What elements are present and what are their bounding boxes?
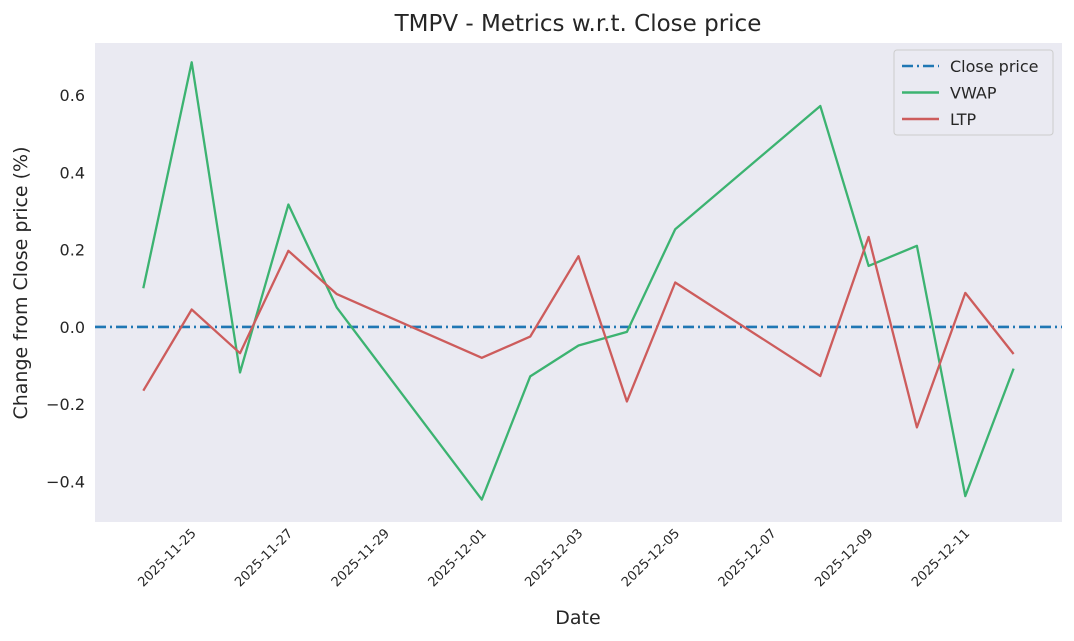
series-line-ltp bbox=[142, 235, 1015, 429]
y-tick-label: 0.4 bbox=[60, 163, 85, 182]
chart-title: TMPV - Metrics w.r.t. Close price bbox=[394, 11, 762, 37]
x-ticks: 2025-11-25 2025-11-27 2025-11-29 2025-12-01… bbox=[135, 526, 973, 590]
x-tick-label: 2025-12-03 bbox=[522, 526, 586, 590]
legend-box bbox=[893, 49, 1054, 136]
legend-label: Close price bbox=[950, 57, 1039, 76]
x-tick-label: 2025-12-11 bbox=[909, 526, 973, 590]
x-tick-label: 2025-12-07 bbox=[716, 526, 780, 590]
y-tick-label: 0.0 bbox=[60, 318, 85, 337]
y-tick-label: −0.2 bbox=[46, 395, 85, 414]
y-tick-label: −0.4 bbox=[46, 472, 85, 491]
x-tick-label: 2025-12-09 bbox=[812, 526, 876, 590]
x-axis-label: Date bbox=[555, 607, 600, 629]
x-tick-label: 2025-12-05 bbox=[619, 526, 683, 590]
legend-label: LTP bbox=[950, 110, 976, 129]
y-tick-label: 0.6 bbox=[60, 86, 85, 105]
legend-label: VWAP bbox=[950, 84, 997, 103]
y-tick-label: 0.2 bbox=[60, 241, 85, 260]
y-ticks: 0.6 0.4 0.2 0.0 −0.2 −0.4 bbox=[46, 86, 85, 491]
x-tick-label: 2025-11-29 bbox=[329, 526, 393, 590]
x-tick-label: 2025-12-01 bbox=[426, 526, 490, 590]
x-tick-label: 2025-11-25 bbox=[135, 526, 199, 590]
series-group bbox=[95, 61, 1062, 501]
legend: Close price VWAP LTP bbox=[893, 49, 1054, 136]
x-tick-label: 2025-11-27 bbox=[232, 526, 296, 590]
y-axis-label: Change from Close price (%) bbox=[10, 146, 32, 419]
